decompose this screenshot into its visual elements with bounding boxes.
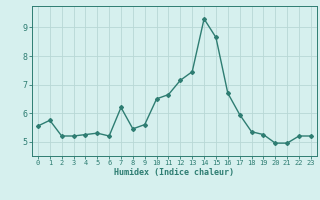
X-axis label: Humidex (Indice chaleur): Humidex (Indice chaleur) [115,168,234,177]
